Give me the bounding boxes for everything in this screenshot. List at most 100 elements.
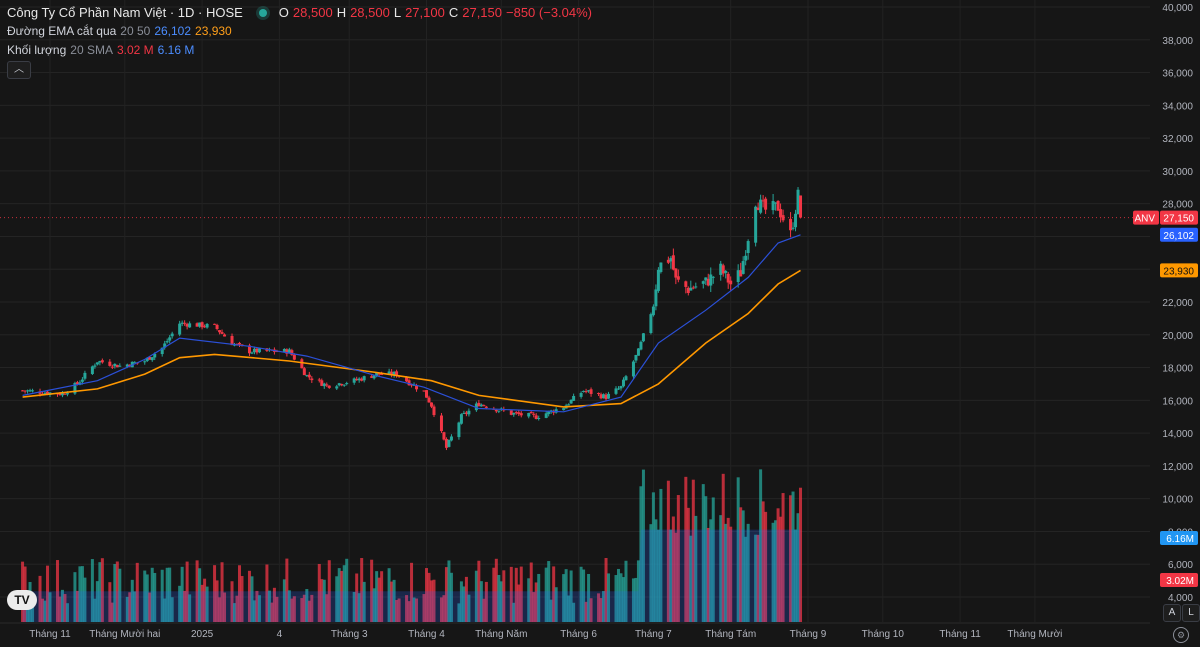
volume-bar: [494, 558, 498, 622]
candle-body: [621, 379, 625, 387]
volume-bar: [250, 576, 254, 622]
candle-body: [327, 385, 331, 388]
price-scale: 40,000 38,000 36,000 34,000 32,000 30,000 28,0…: [1162, 3, 1193, 604]
volume-last-value: 3.02 M: [116, 43, 154, 57]
candle-body: [744, 255, 748, 261]
volume-bar: [746, 523, 750, 622]
volume-bar: [148, 592, 152, 622]
candle-body: [355, 378, 359, 381]
candle-body: [63, 393, 67, 395]
candle-body: [205, 323, 209, 328]
candle-body: [340, 384, 344, 386]
candle-body: [43, 392, 47, 395]
volume-bar: [305, 589, 309, 622]
candle-body: [310, 378, 314, 381]
ema-lines: [22, 234, 801, 413]
price-tick-label: 40,000: [1162, 3, 1193, 14]
volume-bar: [63, 594, 67, 622]
ema-fast-badge-bg: [1160, 227, 1198, 242]
candle-body: [791, 227, 795, 229]
candle-body: [21, 390, 25, 392]
candle-body: [223, 334, 227, 337]
candle-body: [666, 259, 670, 263]
volume-sma-area: [22, 529, 801, 622]
candle-body: [160, 347, 164, 355]
volume-bar: [509, 566, 513, 622]
volume-bar: [183, 590, 187, 622]
candle-body: [789, 218, 793, 231]
volume-bar: [477, 560, 481, 622]
candle-body: [736, 270, 740, 283]
volume-bar: [724, 523, 728, 622]
candle-body: [544, 413, 548, 418]
volume-bar: [377, 577, 381, 622]
volume-legend[interactable]: Khối lượng 20 SMA 3.02 M 6.16 M: [7, 43, 194, 57]
volume-bar: [335, 576, 339, 622]
candle-body: [95, 362, 99, 365]
price-tick-label: 22,000: [1162, 298, 1193, 309]
auto-scale-button[interactable]: A: [1163, 604, 1181, 622]
candle-body: [325, 384, 329, 386]
price-tick-label: 18,000: [1162, 364, 1193, 375]
log-scale-button[interactable]: L: [1182, 604, 1200, 622]
ema-params: 20 50: [120, 24, 151, 38]
volume-bar: [145, 574, 149, 622]
candle-body: [686, 287, 690, 293]
gear-icon[interactable]: ⚙: [1173, 627, 1189, 643]
volume-bar: [200, 584, 204, 622]
open-value: 28,500: [292, 5, 333, 20]
volume-bar: [484, 581, 488, 622]
candle-body: [165, 341, 169, 343]
time-tick-label: 4: [277, 629, 283, 640]
volume-bar: [360, 558, 364, 622]
candle-body: [100, 360, 104, 363]
volume-bar: [302, 594, 306, 622]
candle-body: [671, 255, 675, 270]
ema-legend[interactable]: Đường EMA cắt qua 20 50 26,102 23,930: [7, 24, 232, 38]
candle-body: [641, 333, 645, 342]
volume-bar: [90, 559, 94, 622]
price-tick-label: 12,000: [1162, 462, 1193, 473]
volume-bar: [178, 585, 182, 622]
time-tick-label: Tháng 10: [862, 629, 905, 640]
volume-bar: [153, 572, 157, 622]
candle-body: [726, 273, 730, 283]
candle-body: [756, 207, 760, 211]
candle-body: [93, 365, 97, 367]
market-status-icon: [258, 8, 267, 17]
volume-bar: [267, 590, 271, 622]
volume-bar: [597, 593, 601, 622]
volume-bar: [579, 566, 583, 622]
candle-body: [148, 357, 152, 360]
tradingview-logo[interactable]: TV: [7, 590, 37, 610]
candle-body: [439, 415, 443, 432]
volume-bar: [512, 602, 516, 622]
volume-bar: [711, 497, 715, 622]
candle-body: [711, 276, 715, 278]
time-tick-label: 2025: [191, 629, 214, 640]
chevron-up-icon[interactable]: ︿: [7, 61, 31, 79]
volume-bar: [235, 595, 239, 622]
candle-body: [75, 382, 79, 385]
candle-body: [185, 324, 189, 327]
candle-body: [457, 422, 461, 438]
volume-bar: [604, 557, 608, 622]
candle-body: [639, 341, 643, 350]
candle-body: [444, 438, 448, 448]
volume-bar: [362, 581, 366, 622]
candle-body: [255, 348, 259, 353]
volume-bar: [233, 603, 237, 622]
candlesticks: [21, 187, 803, 451]
time-tick-label: Tháng 9: [790, 629, 827, 640]
volume-bar: [342, 565, 346, 622]
volume-bar: [110, 602, 114, 622]
volume-bar: [125, 596, 129, 622]
candle-body: [449, 436, 453, 441]
candle-body: [60, 393, 64, 396]
volume-bar: [464, 576, 468, 622]
volume-bar: [170, 597, 174, 622]
volume-bar: [58, 596, 62, 622]
volume-bar: [474, 570, 478, 622]
candle-body: [58, 393, 62, 396]
